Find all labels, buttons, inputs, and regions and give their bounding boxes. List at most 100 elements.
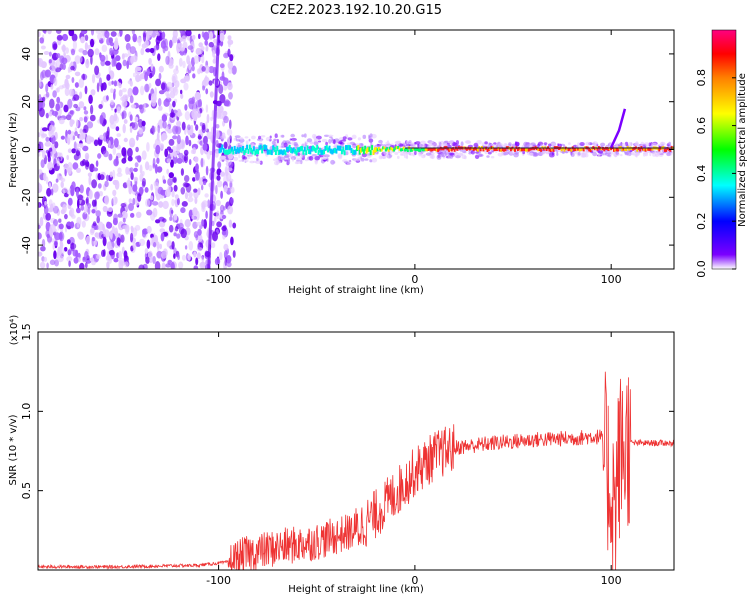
y-tick-label: -40: [20, 236, 33, 254]
spectrogram-cell: [79, 143, 84, 149]
spectrogram-cell: [453, 148, 456, 152]
spectrogram-cell: [201, 200, 208, 208]
spectrogram-cell: [346, 142, 351, 146]
spectrogram-cell: [270, 150, 273, 156]
spectrogram-cell: [416, 148, 419, 151]
spectrogram-cell: [526, 148, 529, 152]
spectrogram-cell: [73, 103, 78, 109]
spectrogram-cell: [364, 145, 367, 151]
snr-panel: -100 0 100 0.5 1.0 1.5 Height of straight lin…: [8, 315, 675, 595]
spectrogram-cell: [91, 237, 96, 242]
spectrogram-cell: [66, 134, 71, 144]
spectrogram-cell: [148, 165, 153, 172]
spectrogram-cell: [146, 30, 153, 38]
spectrogram-cell: [283, 149, 286, 155]
spectrogram-cell: [165, 97, 172, 103]
spectrogram-cell: [57, 255, 64, 263]
spectrogram-cell: [320, 149, 323, 155]
spectrogram-cell: [232, 250, 236, 258]
spectrogram-cell: [122, 225, 129, 230]
spectrogram-cell: [276, 160, 282, 164]
spectrogram-cell: [70, 187, 75, 197]
spectrogram-cell: [49, 259, 56, 266]
spectrogram-cell: [56, 96, 61, 104]
spectrogram-cell: [158, 72, 162, 80]
spectrogram-cell: [368, 134, 371, 140]
spectrogram-cell: [115, 126, 120, 132]
spectrogram-cell: [221, 229, 227, 236]
spectrogram-cell: [104, 180, 109, 188]
spectrogram-cell: [582, 148, 585, 152]
spectrogram-cell: [199, 261, 206, 269]
spectrogram-cell: [307, 149, 310, 154]
spectrogram-cell: [220, 190, 224, 199]
spectrogram-cell: [99, 174, 105, 181]
spectrogram-cell: [501, 148, 504, 152]
spectrogram-cell: [223, 141, 228, 149]
spectrogram-cell: [313, 141, 319, 146]
spectrogram-cell: [117, 167, 122, 174]
spectrogram-cell: [419, 148, 422, 152]
spectrogram-cell: [126, 60, 129, 69]
spectrogram-cell: [131, 30, 136, 35]
spectrogram-cell: [345, 145, 347, 151]
spectrogram-cell: [589, 149, 592, 152]
spectrogram-cell: [255, 148, 258, 154]
spectrogram-cell: [155, 78, 162, 87]
spectrogram-cell: [157, 98, 162, 107]
spectrogram-cell: [216, 221, 223, 228]
spectrogram-cell: [378, 147, 380, 151]
spectrogram-cell: [529, 147, 532, 151]
spectrogram-cell: [261, 148, 264, 154]
spectrogram-cell: [74, 71, 81, 77]
spectrogram-cell: [452, 147, 455, 151]
spectrogram-cell: [417, 143, 420, 148]
spectrogram-cell: [103, 227, 106, 238]
spectrogram-cell: [43, 205, 49, 215]
spectrogram-cell: [317, 149, 320, 155]
spectrogram-cell: [79, 133, 84, 141]
spectrogram-cell: [274, 150, 277, 155]
spectrogram-cell: [44, 141, 51, 147]
spectrogram-cell: [60, 181, 64, 189]
spectrogram-cell: [376, 148, 379, 152]
spectrogram-cell: [197, 135, 202, 140]
spectrogram-cell: [82, 49, 88, 56]
spectrogram-cell: [41, 127, 48, 132]
spectrogram-cell: [172, 135, 178, 140]
spectrogram-cell: [133, 176, 139, 182]
spectrogram-cell: [314, 156, 321, 161]
spectrogram-cell: [597, 154, 601, 157]
spectrogram-cell: [68, 30, 75, 37]
spectrogram-cell: [658, 148, 661, 152]
spectrogram-cell: [70, 61, 74, 67]
spectrogram-cell: [205, 165, 209, 176]
spectrogram-cell: [192, 207, 198, 216]
spectrogram-cell: [92, 254, 96, 260]
spectrogram-cell: [613, 148, 615, 152]
spectrogram-cell: [426, 148, 429, 152]
spectrogram-cell: [660, 142, 665, 146]
spectrogram-cell: [108, 81, 112, 86]
y-tick-label: 0.5: [20, 482, 33, 500]
spectrogram-cell: [635, 141, 639, 146]
spectrogram-cell: [169, 112, 176, 118]
spectrogram-cell: [367, 147, 369, 153]
spectrogram-cell: [82, 73, 85, 81]
spectrogram-cell: [203, 135, 208, 145]
spectrogram-cell: [85, 59, 90, 69]
x-tick-label: 100: [601, 273, 622, 286]
spectrogram-cell: [45, 91, 50, 98]
spectrogram-cell: [276, 139, 279, 144]
spectrogram-cell: [122, 88, 127, 93]
spectrogram-cell: [607, 154, 611, 157]
spectrogram-cell: [476, 140, 482, 145]
spectrogram-cell: [102, 205, 108, 213]
spectrogram-cell: [109, 50, 115, 56]
colorbar-gradient: [711, 29, 737, 270]
spectrogram-cell: [321, 149, 324, 155]
spectrogram-cell: [258, 145, 261, 151]
spectrogram-cell: [494, 148, 497, 151]
spectrogram-cell: [212, 231, 218, 242]
colorbar-tick-label: 0.4: [695, 165, 708, 183]
